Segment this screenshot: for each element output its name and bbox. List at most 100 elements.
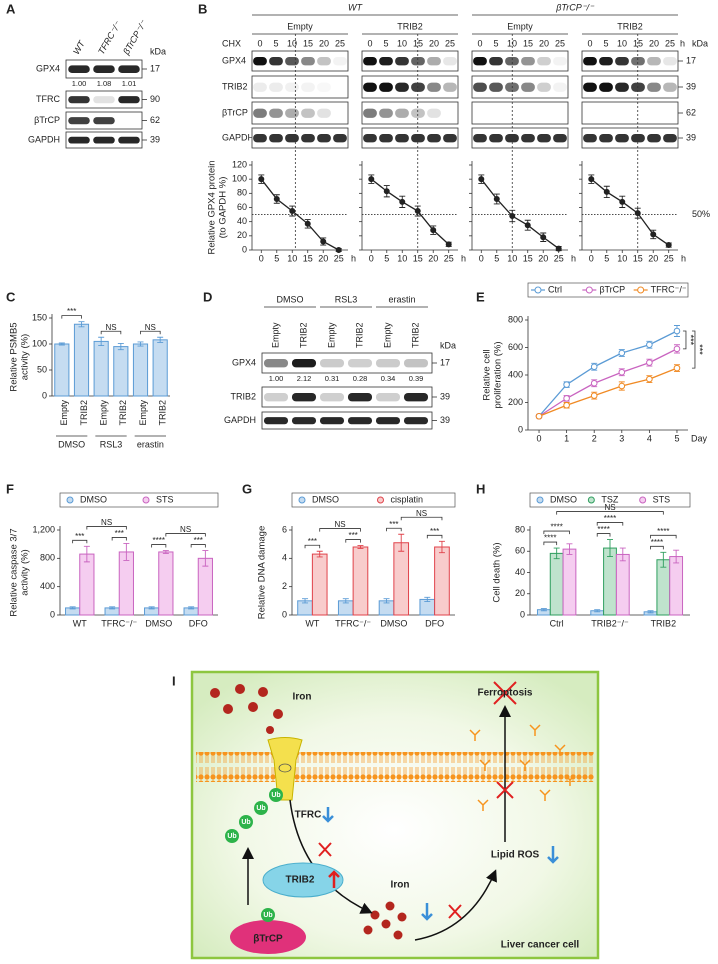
y-axis-label: proliferation (%) [493, 341, 504, 408]
kda-label: 17 [150, 63, 160, 73]
time-label: 20 [649, 38, 659, 48]
row-label: GPX4 [36, 63, 60, 73]
y-axis-label: activity (%) [20, 334, 31, 380]
error-bar [673, 549, 680, 564]
error-bar [157, 336, 164, 343]
data-point [646, 341, 653, 349]
blot-band [285, 134, 299, 143]
significance-bracket [691, 330, 696, 369]
y-axis-label: activity (%) [20, 549, 31, 595]
group-label: RSL3 [100, 439, 123, 449]
significance-label: **** [153, 536, 165, 545]
x-tick-label: DMSO [380, 618, 407, 628]
error-bar [117, 343, 124, 351]
bar [158, 551, 174, 616]
y-tick-label: 0 [242, 244, 247, 254]
legend-label: cisplatin [391, 494, 424, 504]
error-bar [98, 336, 105, 347]
x-tick-label: WT [305, 618, 319, 628]
bar [549, 552, 564, 616]
data-point [320, 238, 327, 245]
blot-band [403, 359, 429, 368]
x-tick-label: 3 [619, 433, 624, 443]
data-point [563, 381, 570, 388]
error-bar [83, 545, 90, 563]
group-label: TRIB2 [397, 21, 423, 31]
legend-marker [536, 496, 544, 504]
series-line [370, 178, 450, 245]
significance-bracket [319, 528, 361, 532]
x-tick-label: WT [73, 618, 87, 628]
data-point [273, 196, 280, 202]
kda-unit: kDa [440, 340, 456, 350]
time-label: 20 [319, 38, 329, 48]
x-tick-label: 10 [397, 253, 407, 263]
data-point [258, 176, 265, 183]
blot-band [427, 57, 441, 66]
x-tick-label: 25 [554, 253, 564, 263]
error-bar [109, 606, 116, 610]
significance-label: NS [604, 503, 615, 512]
x-tick-label: 10 [507, 253, 517, 263]
data-point [304, 220, 311, 227]
lipid-peroxides [469, 724, 576, 811]
lane-label: TRIB2 [354, 322, 364, 348]
blot-band [553, 82, 567, 92]
blot-band [68, 136, 90, 144]
kda-label: 39 [440, 391, 450, 401]
error-bar [594, 609, 601, 613]
data-point [673, 327, 681, 335]
significance-bracket [386, 527, 402, 532]
x-tick-label: TFRC⁻/⁻ [101, 618, 137, 628]
blot-band [363, 108, 377, 118]
significance-label: *** [695, 344, 705, 355]
x-tick-label: 25 [664, 253, 674, 263]
blot-band [363, 134, 377, 143]
data-point [618, 382, 626, 390]
time-label: 10 [397, 38, 407, 48]
y-axis-label: Relative GPX4 protein [207, 161, 218, 255]
significance-label: NS [105, 323, 116, 332]
blot-band [583, 82, 597, 92]
data-point [673, 345, 681, 353]
blot-band [253, 82, 267, 92]
bar [669, 556, 684, 616]
diagram-text: Iron [293, 692, 312, 703]
y-tick-label: 80 [237, 188, 247, 198]
significance-bracket [400, 516, 443, 521]
blot-band [301, 134, 315, 143]
significance-bracket [111, 537, 127, 541]
y-tick-label: 150 [32, 312, 47, 322]
x-axis-label: h [681, 253, 686, 263]
blot-band [395, 108, 409, 118]
blot-band [489, 134, 503, 143]
diagram-text: Ub [227, 833, 236, 840]
series-line [480, 178, 560, 250]
time-label: 25 [665, 38, 675, 48]
blot-band [317, 108, 331, 118]
legend-label: TSZ [601, 494, 619, 504]
blot-band [599, 57, 613, 66]
blot-band [269, 57, 283, 66]
data-point [646, 375, 653, 383]
x-tick-label: 20 [648, 253, 658, 263]
row-label: βTrCP [222, 107, 248, 117]
bar [152, 339, 168, 397]
lane-label: TRIB2 [298, 322, 308, 348]
significance-label: **** [604, 514, 616, 523]
time-label: 0 [587, 38, 592, 48]
significance-label: *** [67, 307, 76, 316]
x-tick-label: TRIB2 [118, 400, 128, 426]
significance-label: *** [194, 536, 203, 545]
diagram-text: Iron [391, 880, 410, 891]
blot-band [253, 108, 267, 118]
significance-bracket [682, 330, 687, 350]
lane-label: TRIB2 [410, 322, 420, 348]
blot-band [411, 108, 425, 118]
bar [113, 346, 129, 397]
diagram-text: Ub [241, 819, 250, 826]
y-tick-label: 800 [508, 314, 523, 324]
legend-label: STS [156, 494, 174, 504]
x-axis-label: h [461, 253, 466, 263]
error-bar [202, 550, 209, 567]
